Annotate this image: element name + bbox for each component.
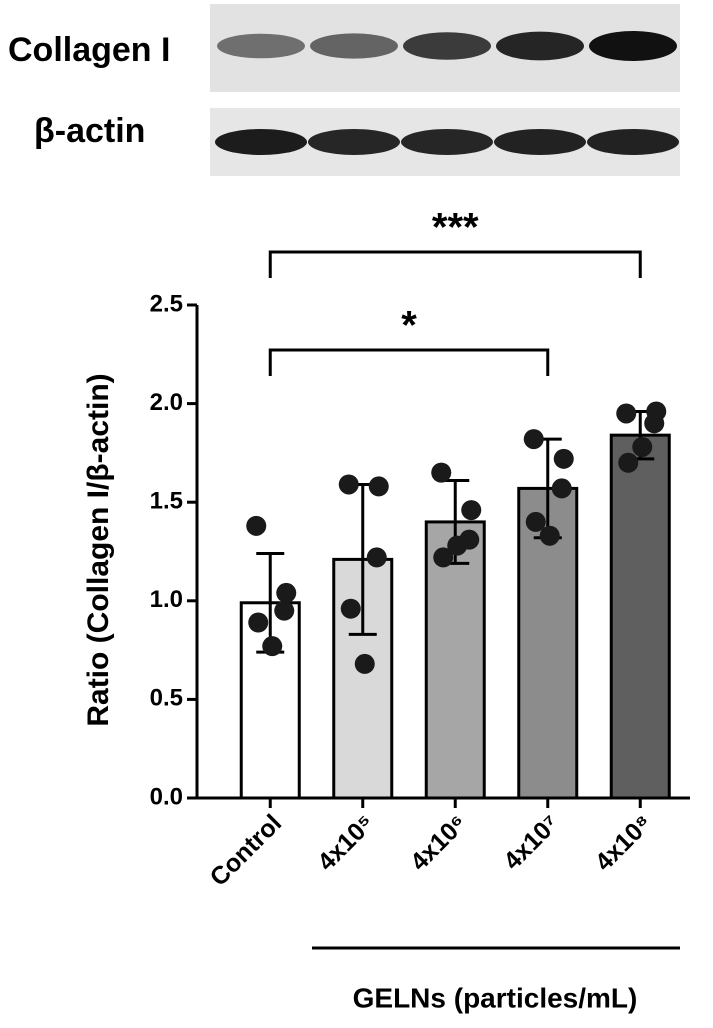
data-point	[340, 598, 361, 619]
band	[494, 129, 586, 155]
x-tick-label: 4x10⁵	[312, 809, 379, 876]
data-point	[553, 448, 574, 469]
y-tick-label: 2.5	[150, 290, 183, 317]
data-point	[366, 547, 387, 568]
bar	[239, 601, 301, 800]
band	[310, 33, 398, 59]
data-point	[433, 547, 454, 568]
data-point	[262, 636, 283, 657]
data-point	[644, 413, 665, 434]
band	[308, 129, 400, 155]
y-axis-label: Ratio (Collagen I/β-actin)	[82, 373, 115, 726]
band	[215, 129, 307, 155]
data-point	[551, 478, 572, 499]
y-tick-label: 0.0	[150, 783, 183, 810]
data-point	[246, 515, 267, 536]
y-tick-label: 2.0	[150, 389, 183, 416]
significance-label: *	[401, 304, 417, 348]
data-point	[461, 500, 482, 521]
blot-label: β-actin	[34, 112, 145, 150]
data-point	[354, 653, 375, 674]
y-tick-label: 1.0	[150, 586, 183, 613]
data-point	[618, 452, 639, 473]
data-point	[276, 582, 297, 603]
x-axis-label: GELNs (particles/mL)	[353, 982, 638, 1013]
significance-label: ***	[432, 206, 479, 250]
data-point	[539, 525, 560, 546]
y-tick-label: 0.5	[150, 685, 183, 712]
data-point	[525, 511, 546, 532]
data-point	[274, 600, 295, 621]
data-point	[431, 462, 452, 483]
band	[403, 32, 491, 60]
band	[589, 31, 677, 61]
significance-bracket	[268, 250, 642, 278]
data-point	[632, 436, 653, 457]
data-point	[338, 474, 359, 495]
x-tick-label: 4x10⁸	[590, 809, 657, 876]
band	[401, 129, 493, 155]
blot-label: Collagen I	[8, 31, 170, 69]
data-point	[447, 535, 468, 556]
data-point	[523, 429, 544, 450]
band	[217, 33, 305, 59]
band	[496, 31, 584, 61]
bar	[609, 433, 671, 800]
data-point	[616, 403, 637, 424]
data-point	[368, 476, 389, 497]
x-tick-label: Control	[205, 809, 288, 892]
y-tick-label: 1.5	[150, 488, 183, 515]
significance-bracket	[268, 348, 550, 376]
x-tick-label: 4x10⁶	[405, 809, 472, 876]
data-point	[248, 612, 269, 633]
x-tick-label: 4x10⁷	[498, 809, 564, 875]
band	[587, 129, 679, 155]
